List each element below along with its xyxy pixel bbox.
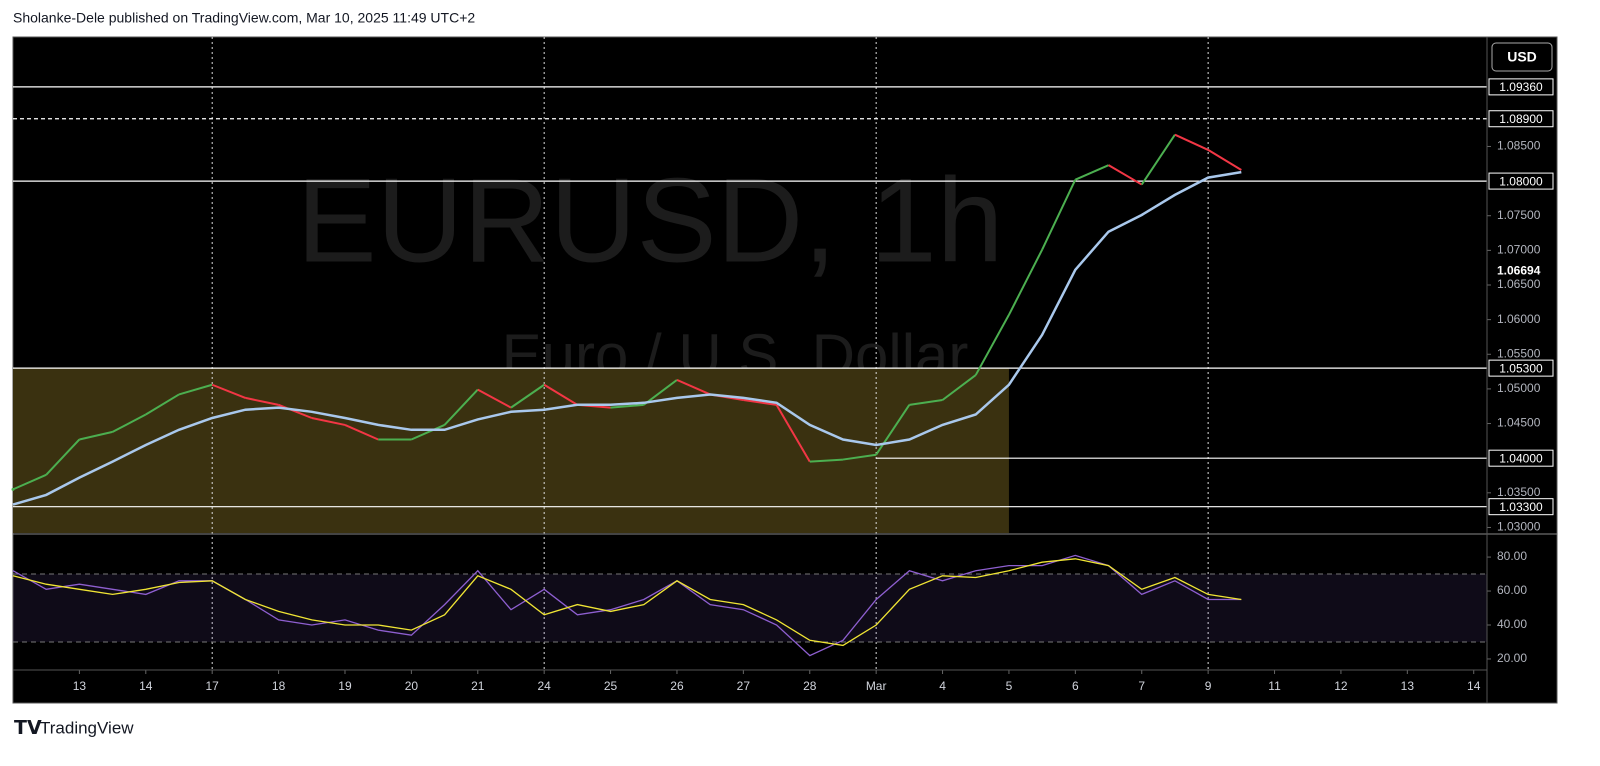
level-label: 1.04000 [1499, 451, 1543, 465]
y-tick-label: 1.05000 [1497, 381, 1541, 395]
x-tick-label: 26 [670, 679, 684, 693]
price-segment [443, 388, 479, 426]
x-tick-label: 11 [1268, 679, 1281, 693]
zone [13, 368, 1009, 533]
price-segment [410, 424, 445, 441]
watermark-symbol: EURUSD, 1h [297, 154, 1004, 288]
currency-button[interactable] [1491, 42, 1553, 72]
price-segment [311, 417, 346, 426]
level-label: 1.08900 [1499, 112, 1543, 126]
series-line [12, 558, 1242, 647]
price-segment [1008, 249, 1044, 316]
header: Sholanke-Dele published on TradingView.c… [13, 10, 475, 26]
x-tick-label: 9 [1205, 679, 1212, 693]
x-tick-label: 5 [1006, 679, 1013, 693]
price-segment [278, 403, 313, 419]
price-segment [842, 453, 877, 461]
price-segment [245, 396, 279, 406]
plot: 1.03000 1.03500 1.04500 1.05000 1.05500 1.060… [11, 37, 1554, 693]
price-segment [1140, 134, 1176, 186]
x-tick-label: 4 [939, 679, 946, 693]
price-segment [211, 383, 246, 399]
price-segment [974, 314, 1010, 376]
price-segment [676, 378, 711, 396]
x-tick-label: 18 [272, 679, 286, 693]
currency-label: USD [1507, 49, 1537, 65]
price-segment [477, 388, 512, 409]
price-segment [178, 383, 213, 396]
x-tick-label: 28 [803, 679, 817, 693]
x-tick-label: 7 [1138, 679, 1145, 693]
x-tick-label: 14 [1467, 679, 1481, 693]
x-tick-label: 13 [73, 679, 87, 693]
level-label-box [1488, 498, 1554, 516]
level-label-box [1488, 359, 1554, 377]
y-tick-label: 20.00 [1497, 651, 1527, 665]
x-tick-label: 21 [471, 679, 485, 693]
x-tick-label: Mar [866, 679, 887, 693]
y-tick-label: 60.00 [1497, 583, 1527, 597]
y-tick-label: 80.00 [1497, 549, 1527, 563]
level-label-box [1488, 78, 1554, 96]
price-segment [775, 404, 811, 463]
x-tick-label: 19 [338, 679, 352, 693]
price-segment [743, 399, 777, 406]
level-label: 1.08000 [1499, 174, 1543, 188]
y-tick-label: 1.03000 [1497, 520, 1541, 534]
price-segment [909, 399, 943, 406]
x-tick-label: 12 [1334, 679, 1348, 693]
price-segment [112, 413, 147, 433]
price-segment [510, 383, 545, 409]
price-segment [543, 383, 578, 406]
price-segment [79, 430, 113, 441]
level-label: 1.05300 [1499, 361, 1543, 375]
level-label-box [1488, 172, 1554, 190]
y-tick-label: 1.06500 [1497, 277, 1541, 291]
price-segment [145, 393, 180, 416]
x-tick-label: 24 [537, 679, 551, 693]
y-tick-label: 1.08500 [1497, 139, 1541, 153]
x-tick-label: 13 [1401, 679, 1415, 693]
y-tick-label: 1.03500 [1497, 485, 1541, 499]
y-tick-label: 1.07500 [1497, 208, 1541, 222]
price-segment [1074, 164, 1109, 181]
y-tick-label: 1.04500 [1497, 416, 1541, 430]
price-segment [941, 374, 977, 401]
level-label: 1.09360 [1499, 80, 1543, 94]
y-tick-label: 1.07000 [1497, 243, 1541, 257]
y-tick-label: 40.00 [1497, 617, 1527, 631]
x-tick-label: 20 [405, 679, 419, 693]
price-segment [1207, 149, 1242, 171]
x-tick-label: 25 [604, 679, 618, 693]
y-tick-label: 1.06000 [1497, 312, 1541, 326]
price-label: 1.06694 [1497, 264, 1541, 278]
y-tick-label: 1.05500 [1497, 346, 1541, 360]
price-segment [1108, 164, 1143, 186]
price-segment [809, 458, 844, 463]
price-segment [875, 404, 911, 456]
series-line [12, 170, 1242, 506]
price-segment [344, 424, 379, 441]
x-tick-label: 6 [1072, 679, 1079, 693]
level-label-box [1488, 110, 1554, 128]
footer: TradingView [40, 718, 134, 737]
price-segment [45, 438, 81, 476]
price-segment [610, 403, 644, 409]
price-segment [1041, 179, 1077, 251]
x-tick-label: 14 [139, 679, 153, 693]
level-label-box [1488, 449, 1554, 467]
x-tick-label: 17 [206, 679, 220, 693]
price-segment [12, 473, 47, 491]
level-label: 1.03300 [1499, 500, 1543, 514]
price-segment [1174, 133, 1209, 151]
price-segment [643, 379, 678, 406]
x-tick-label: 27 [737, 679, 751, 693]
footer-logo: 𝗧𝗩 [14, 718, 42, 739]
